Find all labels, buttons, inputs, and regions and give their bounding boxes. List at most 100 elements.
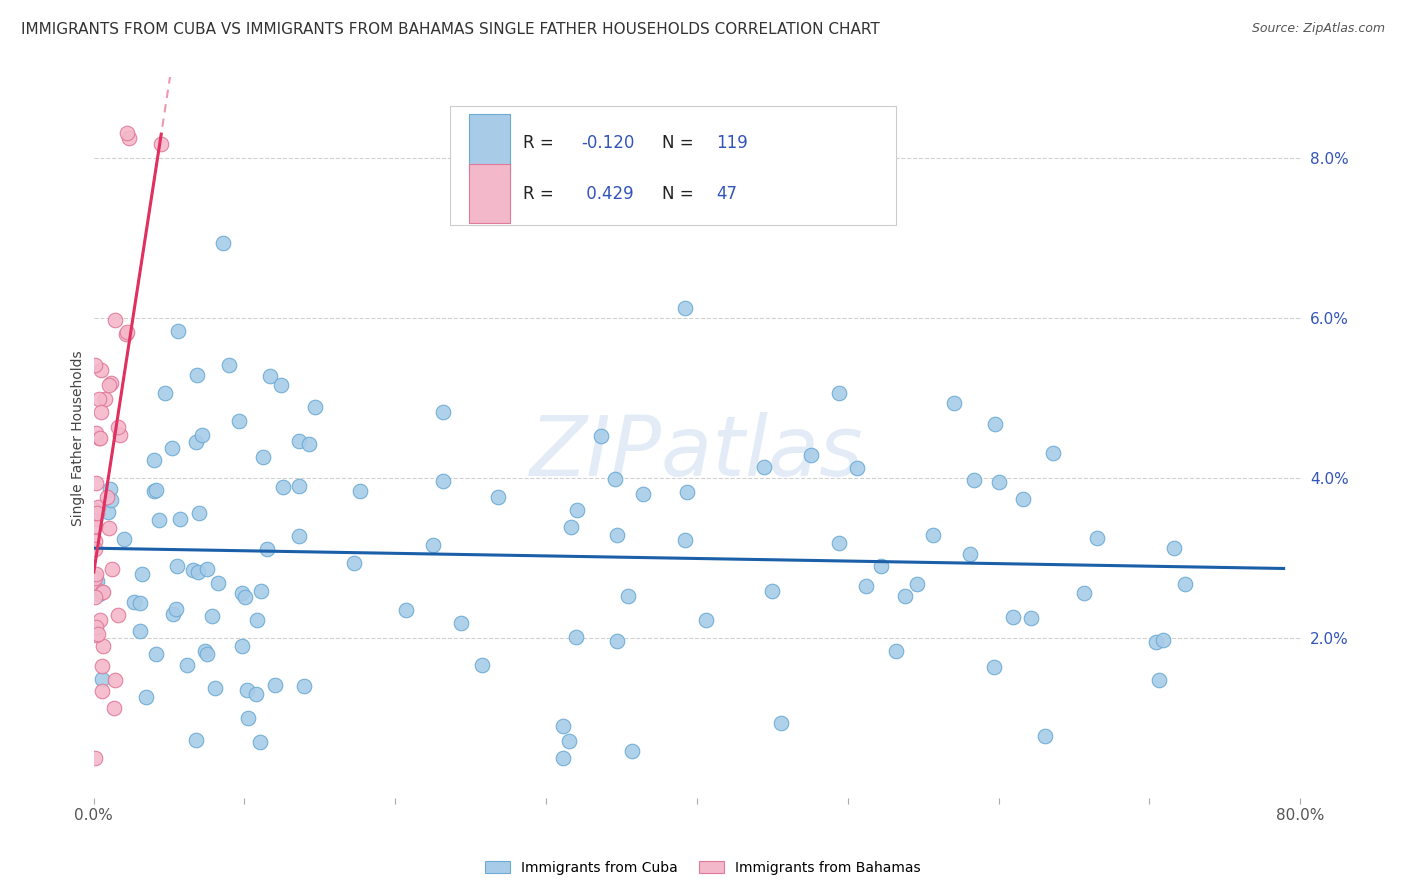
Point [432,474,454,488]
Text: -0.120: -0.120 [581,135,634,153]
FancyBboxPatch shape [450,106,896,225]
Point [963,473,986,487]
Point [186,368,208,382]
Point [97,378,120,392]
Point [90,405,112,419]
Point [166,558,188,573]
Point [617,589,640,603]
Point [90,659,112,673]
Point [194,644,217,658]
Point [1019,611,1042,625]
Point [94,392,117,406]
Point [288,479,311,493]
Point [148,513,170,527]
Point [188,506,211,520]
Point [1147,673,1170,688]
Y-axis label: Single Father Households: Single Father Households [72,350,86,525]
Point [304,400,326,414]
Point [107,607,129,622]
Point [98,482,121,496]
Point [567,503,589,517]
Point [84,476,107,491]
FancyBboxPatch shape [468,164,510,223]
Point [432,405,454,419]
Point [129,596,152,610]
Point [450,615,472,630]
Point [297,437,319,451]
Point [162,607,184,621]
Point [131,566,153,581]
Point [228,414,250,428]
Point [87,431,110,445]
Point [124,594,146,608]
Point [560,520,582,534]
Point [921,527,943,541]
Point [204,681,226,695]
Point [115,126,138,140]
Point [104,673,127,687]
Point [246,613,269,627]
Point [1085,531,1108,545]
Point [486,490,509,504]
Point [90,672,112,686]
Point [89,613,111,627]
Point [107,420,129,434]
Point [100,492,122,507]
Point [256,541,278,556]
Point [98,521,121,535]
Point [145,483,167,497]
Point [184,732,207,747]
Text: IMMIGRANTS FROM CUBA VS IMMIGRANTS FROM BAHAMAS SINGLE FATHER HOUSEHOLDS CORRELA: IMMIGRANTS FROM CUBA VS IMMIGRANTS FROM … [21,22,880,37]
Point [800,448,823,462]
Point [97,505,120,519]
Point [153,385,176,400]
Point [86,628,108,642]
Point [231,585,253,599]
Point [589,428,612,442]
Point [828,386,851,401]
Point [166,325,188,339]
Point [112,532,135,546]
Point [1035,729,1057,743]
Point [195,562,218,576]
Point [238,711,260,725]
Point [100,376,122,390]
Point [959,547,981,561]
Text: N =: N = [662,135,699,153]
Point [631,486,654,500]
Point [86,574,108,588]
Point [620,744,643,758]
Point [395,603,418,617]
Point [236,682,259,697]
Point [160,442,183,456]
Point [558,734,581,748]
Point [675,484,697,499]
Point [212,236,235,251]
Point [271,480,294,494]
Point [84,506,107,520]
Point [84,533,107,548]
Point [84,571,107,585]
Point [84,620,107,634]
Point [87,500,110,515]
Point [1144,635,1167,649]
Point [942,395,965,409]
Point [89,587,111,601]
Point [695,613,717,627]
Point [89,431,111,445]
Point [884,644,907,658]
Point [894,589,917,603]
Point [142,452,165,467]
Point [103,701,125,715]
Legend: Immigrants from Cuba, Immigrants from Bahamas: Immigrants from Cuba, Immigrants from Ba… [479,855,927,880]
Point [233,591,256,605]
Text: Source: ZipAtlas.com: Source: ZipAtlas.com [1251,22,1385,36]
Point [84,519,107,533]
Text: R =: R = [523,185,560,202]
Point [195,647,218,661]
Point [86,506,108,520]
Point [91,684,114,698]
Point [270,378,292,392]
Point [114,326,136,341]
Point [176,658,198,673]
